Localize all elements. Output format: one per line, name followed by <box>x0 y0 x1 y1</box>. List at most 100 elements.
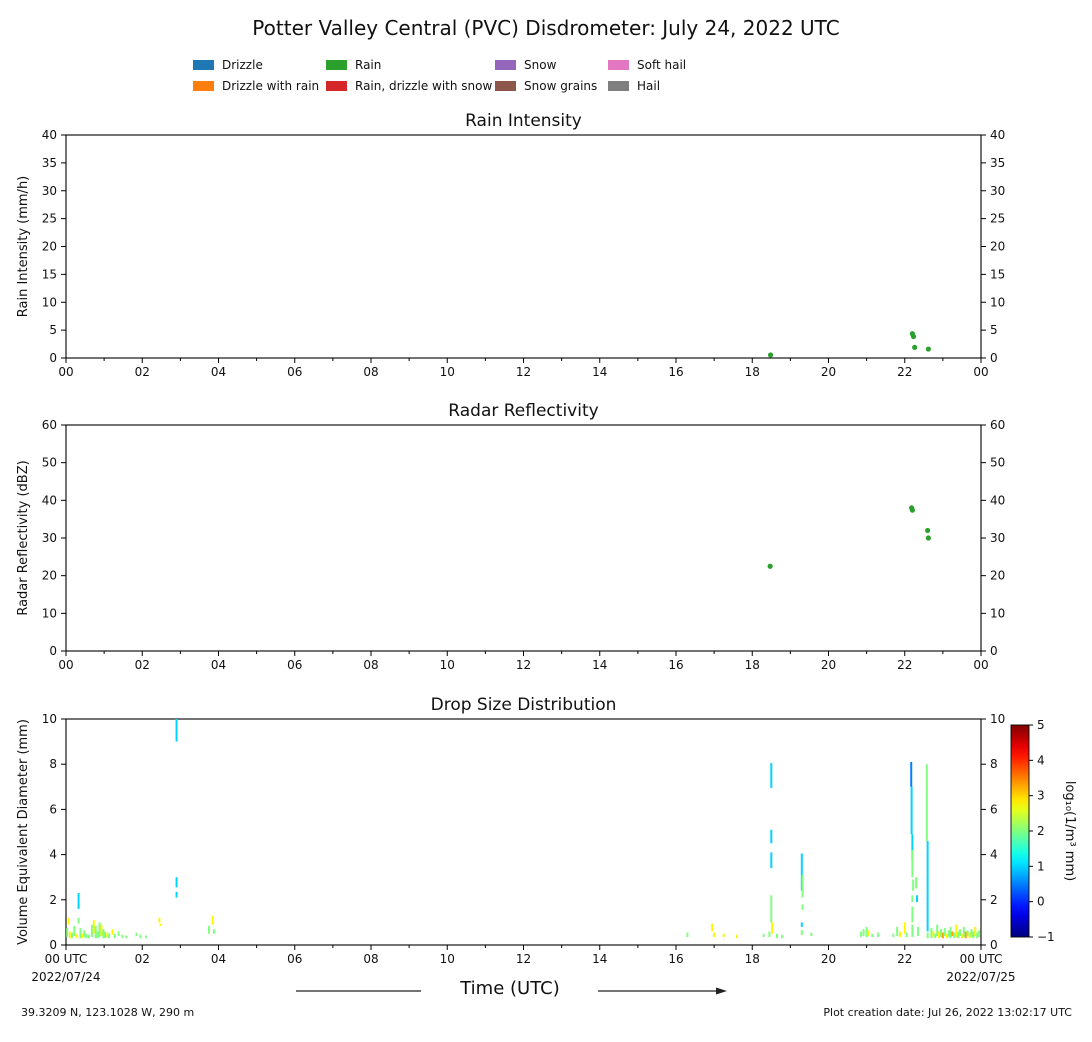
legend-label: Rain, drizzle with snow <box>355 79 493 93</box>
time-axis-arrows <box>296 987 727 995</box>
svg-text:06: 06 <box>287 658 302 672</box>
svg-text:4: 4 <box>49 848 57 862</box>
svg-text:22: 22 <box>897 365 912 379</box>
svg-text:2022/07/24: 2022/07/24 <box>31 970 100 984</box>
svg-text:30: 30 <box>990 531 1005 545</box>
svg-text:04: 04 <box>211 658 226 672</box>
svg-text:Rain Intensity: Rain Intensity <box>465 111 582 131</box>
legend-swatch-icon <box>495 81 516 91</box>
legend-item-drizzle-with-rain: Drizzle with rain <box>193 80 319 92</box>
svg-text:10: 10 <box>990 295 1005 309</box>
svg-text:12: 12 <box>516 365 531 379</box>
svg-text:00 UTC: 00 UTC <box>960 952 1003 966</box>
svg-text:00: 00 <box>973 658 988 672</box>
svg-text:18: 18 <box>745 952 760 966</box>
data-point-rain <box>910 333 917 340</box>
legend-item-snow-grains: Snow grains <box>495 80 597 92</box>
data-point-rain <box>925 527 931 534</box>
svg-text:10: 10 <box>42 295 57 309</box>
svg-text:02: 02 <box>135 952 150 966</box>
svg-text:16: 16 <box>668 952 683 966</box>
svg-text:40: 40 <box>990 493 1005 507</box>
svg-text:0: 0 <box>990 644 998 658</box>
svg-text:0: 0 <box>49 351 57 365</box>
svg-text:18: 18 <box>745 658 760 672</box>
svg-text:Volume Equivalent Diameter (mm: Volume Equivalent Diameter (mm) <box>16 719 31 945</box>
legend-label: Soft hail <box>637 58 687 72</box>
legend-label: Drizzle with rain <box>222 79 320 93</box>
svg-text:25: 25 <box>990 212 1005 226</box>
legend-label: Snow <box>524 58 557 72</box>
svg-text:0: 0 <box>49 938 57 952</box>
legend-item-rain: Rain <box>326 59 381 71</box>
svg-text:12: 12 <box>516 658 531 672</box>
svg-text:02: 02 <box>135 365 150 379</box>
svg-text:5: 5 <box>1037 718 1045 732</box>
legend-label: Rain <box>355 58 382 72</box>
svg-text:10: 10 <box>440 658 455 672</box>
svg-text:14: 14 <box>592 365 607 379</box>
svg-text:20: 20 <box>821 952 836 966</box>
svg-text:2: 2 <box>990 893 998 907</box>
legend-swatch-icon <box>193 60 214 70</box>
svg-text:14: 14 <box>592 658 607 672</box>
svg-text:4: 4 <box>1037 753 1045 767</box>
precip-type-legend: Drizzle Drizzle with rain Rain Rain, drizzl… <box>0 0 1092 110</box>
svg-text:10: 10 <box>42 606 57 620</box>
svg-text:0: 0 <box>49 644 57 658</box>
svg-text:20: 20 <box>990 569 1005 583</box>
svg-text:2: 2 <box>1037 824 1045 838</box>
legend-item-soft-hail: Soft hail <box>608 59 686 71</box>
station-location-text: 39.3209 N, 123.1028 W, 290 m <box>21 1006 195 1019</box>
svg-text:5: 5 <box>49 323 57 337</box>
svg-text:22: 22 <box>897 658 912 672</box>
svg-text:8: 8 <box>990 757 998 771</box>
svg-text:50: 50 <box>990 456 1005 470</box>
svg-text:12: 12 <box>516 952 531 966</box>
legend-swatch-icon <box>608 81 629 91</box>
svg-text:30: 30 <box>990 184 1005 198</box>
svg-text:20: 20 <box>821 365 836 379</box>
svg-text:00 UTC: 00 UTC <box>45 952 88 966</box>
legend-label: Snow grains <box>524 79 598 93</box>
svg-text:35: 35 <box>990 156 1005 170</box>
svg-text:3: 3 <box>1037 789 1045 803</box>
svg-text:16: 16 <box>668 365 683 379</box>
svg-text:00: 00 <box>58 658 73 672</box>
svg-text:0: 0 <box>990 938 998 952</box>
svg-text:40: 40 <box>42 128 57 142</box>
svg-text:−1: −1 <box>1037 930 1055 944</box>
svg-text:10: 10 <box>990 712 1005 726</box>
legend-label: Hail <box>637 79 661 93</box>
svg-text:14: 14 <box>592 952 607 966</box>
svg-text:30: 30 <box>42 531 57 545</box>
svg-text:02: 02 <box>135 658 150 672</box>
svg-text:Rain Intensity (mm/h): Rain Intensity (mm/h) <box>16 176 31 318</box>
figure-title: Potter Valley Central (PVC) Disdrometer:… <box>252 16 840 40</box>
svg-text:10: 10 <box>42 712 57 726</box>
legend-item-hail: Hail <box>608 80 660 92</box>
svg-text:15: 15 <box>42 267 57 281</box>
colorbar-label: log₁₀(1/m³ mm) <box>1062 781 1077 881</box>
svg-text:08: 08 <box>363 952 378 966</box>
svg-text:10: 10 <box>440 365 455 379</box>
svg-text:5: 5 <box>990 323 998 337</box>
svg-text:50: 50 <box>42 456 57 470</box>
svg-text:30: 30 <box>42 184 57 198</box>
svg-text:18: 18 <box>745 365 760 379</box>
svg-text:Radar Reflectivity: Radar Reflectivity <box>448 401 598 421</box>
legend-swatch-icon <box>495 60 516 70</box>
colorbar: 5 4 3 2 1 0 −1 log₁₀(1/m³ mm) <box>1010 718 1077 944</box>
svg-text:6: 6 <box>990 802 998 816</box>
legend-item-snow: Snow <box>495 59 556 71</box>
svg-text:08: 08 <box>363 365 378 379</box>
svg-text:00: 00 <box>58 365 73 379</box>
svg-text:00: 00 <box>973 365 988 379</box>
data-point-rain <box>925 535 931 541</box>
svg-text:0: 0 <box>1037 895 1045 909</box>
arrow-head-right-icon <box>716 987 727 995</box>
